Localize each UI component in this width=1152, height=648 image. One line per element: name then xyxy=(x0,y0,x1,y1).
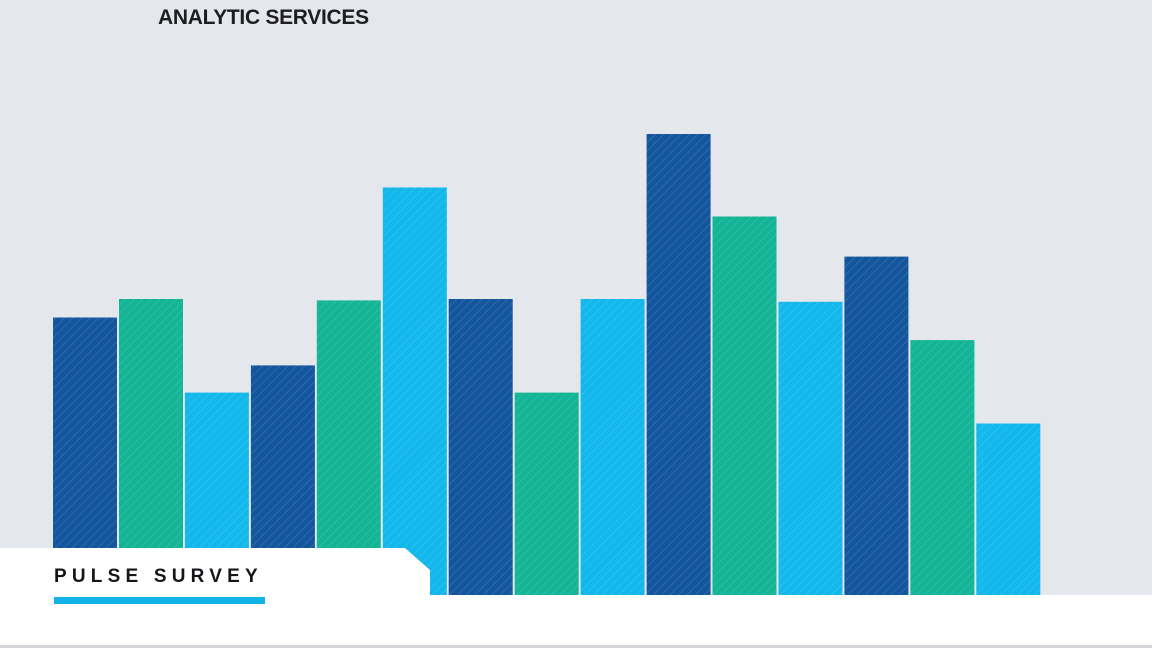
bar-texture-10 xyxy=(646,134,711,595)
bar-texture-15 xyxy=(976,423,1041,595)
pulse-survey-card xyxy=(0,548,430,598)
bar-texture-9 xyxy=(580,299,645,595)
bar-texture-8 xyxy=(514,392,579,595)
brand-title: ANALYTIC SERVICES xyxy=(158,6,369,29)
bar-texture-11 xyxy=(712,216,777,595)
chart-bars xyxy=(53,134,1041,595)
bar-texture-5 xyxy=(316,300,381,595)
bar-texture-14 xyxy=(910,340,975,595)
bar-texture-13 xyxy=(844,256,909,595)
pulse-survey-title: PULSE SURVEY xyxy=(54,566,263,587)
bar-texture-2 xyxy=(119,299,183,595)
bottom-divider xyxy=(0,645,1152,648)
bar-texture-7 xyxy=(448,299,513,595)
bar-texture-6 xyxy=(382,187,447,595)
bar-texture-12 xyxy=(778,301,843,595)
title-underline xyxy=(54,597,265,604)
